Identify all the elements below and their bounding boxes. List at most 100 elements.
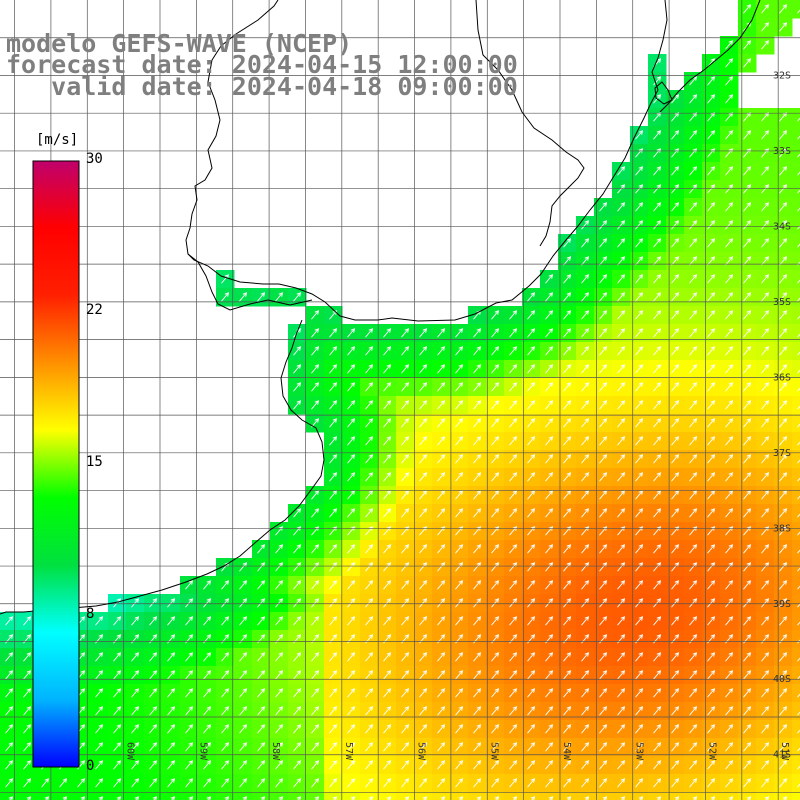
wind-arrow bbox=[617, 256, 626, 266]
wind-arrow bbox=[473, 742, 482, 752]
wind-arrow bbox=[743, 760, 752, 770]
wind-arrow bbox=[545, 310, 554, 320]
wind-arrow bbox=[329, 598, 338, 608]
wind-arrow bbox=[743, 148, 752, 158]
wind-arrow bbox=[455, 616, 464, 626]
wind-arrow bbox=[581, 706, 590, 716]
wind-arrow bbox=[635, 328, 644, 338]
wind-arrow bbox=[473, 472, 482, 482]
wind-arrow bbox=[509, 562, 518, 572]
wind-arrow bbox=[131, 706, 140, 716]
field-cell bbox=[252, 792, 271, 800]
field-cell bbox=[792, 720, 800, 739]
wind-arrow bbox=[671, 778, 680, 788]
wind-arrow bbox=[149, 670, 158, 680]
wind-arrow bbox=[527, 310, 536, 320]
wind-arrow bbox=[293, 616, 302, 626]
wind-arrow bbox=[761, 760, 770, 770]
wind-arrow bbox=[707, 148, 716, 158]
wind-arrow bbox=[725, 382, 734, 392]
wind-arrow bbox=[545, 670, 554, 680]
wind-arrow bbox=[221, 274, 230, 284]
wind-arrow bbox=[383, 472, 392, 482]
wind-arrow bbox=[509, 652, 518, 662]
wind-arrow bbox=[293, 508, 302, 518]
wind-arrow bbox=[221, 652, 230, 662]
wind-arrow bbox=[275, 598, 284, 608]
wind-arrow bbox=[185, 652, 194, 662]
wind-arrow bbox=[437, 652, 446, 662]
wind-arrow bbox=[149, 778, 158, 788]
wind-arrow bbox=[761, 220, 770, 230]
wind-arrow bbox=[419, 580, 428, 590]
wind-arrow bbox=[599, 652, 608, 662]
wind-arrow bbox=[617, 760, 626, 770]
wind-arrow bbox=[617, 364, 626, 374]
field-cell bbox=[648, 792, 667, 800]
wind-arrow bbox=[581, 580, 590, 590]
wind-arrow bbox=[455, 580, 464, 590]
wind-arrow bbox=[440, 796, 446, 800]
wind-arrow bbox=[275, 292, 284, 302]
wind-arrow bbox=[761, 454, 770, 464]
wind-arrow bbox=[563, 274, 572, 284]
field-cell bbox=[792, 630, 800, 649]
wind-arrow bbox=[242, 796, 248, 800]
wind-arrow bbox=[239, 598, 248, 608]
wind-arrow bbox=[761, 292, 770, 302]
field-cell bbox=[558, 792, 577, 800]
wind-arrow bbox=[617, 652, 626, 662]
wind-arrow bbox=[599, 202, 608, 212]
colorbar bbox=[32, 160, 80, 768]
wind-arrow bbox=[491, 652, 500, 662]
wind-arrow bbox=[509, 454, 518, 464]
wind-arrow bbox=[725, 544, 734, 554]
wind-arrow bbox=[365, 454, 374, 464]
wind-arrow bbox=[635, 220, 644, 230]
wind-arrow bbox=[419, 436, 428, 446]
wind-arrow bbox=[545, 472, 554, 482]
wind-arrow bbox=[275, 562, 284, 572]
wind-arrow bbox=[473, 364, 482, 374]
wind-arrow bbox=[437, 760, 446, 770]
wind-arrow bbox=[653, 778, 662, 788]
field-cell bbox=[792, 396, 800, 415]
wind-arrow bbox=[581, 220, 590, 230]
longitude-label: 60W bbox=[125, 742, 136, 761]
wind-arrow bbox=[653, 670, 662, 680]
wind-arrow bbox=[527, 760, 536, 770]
wind-arrow bbox=[383, 760, 392, 770]
wind-arrow bbox=[545, 616, 554, 626]
field-cell bbox=[792, 270, 800, 289]
wind-arrow bbox=[653, 418, 662, 428]
wind-arrow bbox=[527, 706, 536, 716]
wind-arrow bbox=[725, 292, 734, 302]
wind-arrow bbox=[710, 796, 716, 800]
wind-arrow bbox=[527, 742, 536, 752]
wind-arrow bbox=[653, 292, 662, 302]
wind-arrow bbox=[635, 670, 644, 680]
wind-arrow bbox=[653, 688, 662, 698]
wind-arrow bbox=[548, 796, 554, 800]
wind-arrow bbox=[707, 436, 716, 446]
wind-arrow bbox=[203, 742, 212, 752]
wind-arrow bbox=[455, 544, 464, 554]
wind-arrow bbox=[779, 22, 788, 32]
wind-arrow bbox=[401, 544, 410, 554]
wind-arrow bbox=[707, 742, 716, 752]
wind-arrow bbox=[746, 796, 752, 800]
latitude-label: 40S bbox=[773, 674, 791, 685]
wind-arrow bbox=[779, 688, 788, 698]
wind-arrow bbox=[671, 436, 680, 446]
estuary-outline bbox=[187, 253, 313, 311]
wind-arrow bbox=[689, 130, 698, 140]
wind-arrow bbox=[275, 688, 284, 698]
wind-arrow bbox=[368, 796, 374, 800]
wind-arrow bbox=[311, 742, 320, 752]
wind-arrow bbox=[95, 724, 104, 734]
wind-arrow bbox=[743, 454, 752, 464]
wind-arrow bbox=[689, 400, 698, 410]
wind-arrow bbox=[491, 544, 500, 554]
wind-arrow bbox=[725, 112, 734, 122]
wind-arrow bbox=[329, 544, 338, 554]
